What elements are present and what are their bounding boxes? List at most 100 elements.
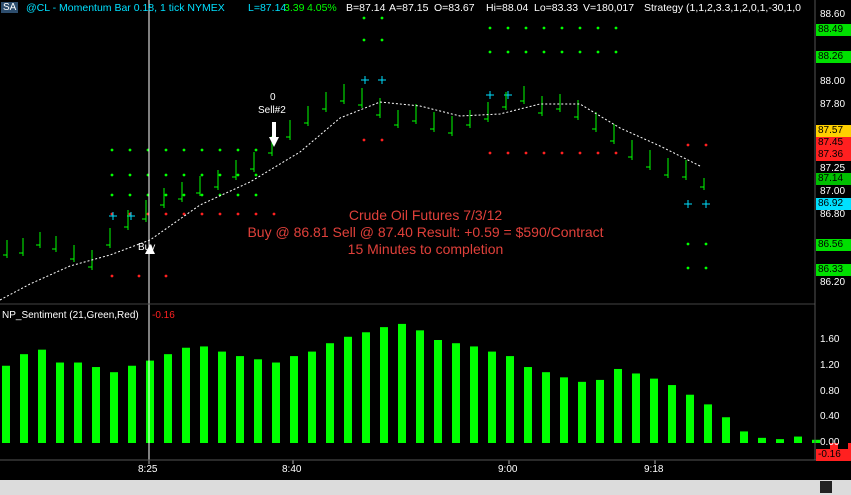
sentiment-bar: [542, 372, 550, 443]
sentiment-bar: [74, 362, 82, 443]
signal-dot: [488, 151, 492, 155]
sentiment-bar: [56, 362, 64, 443]
sentiment-bar: [182, 347, 190, 443]
signal-dot: [560, 26, 564, 30]
sentiment-bar: [488, 351, 496, 443]
sentiment-bar: [614, 368, 622, 443]
signal-dot: [164, 274, 168, 278]
sentiment-bar: [344, 336, 352, 443]
indicator-tick: 0.80: [820, 386, 840, 397]
sell-arrow-shaft: [272, 122, 276, 137]
price-tick: 88.00: [820, 76, 846, 87]
signal-dot: [128, 173, 132, 177]
time-label: 9:00: [498, 464, 518, 475]
price-badge: 88.26: [816, 51, 851, 63]
price-badge: 86.92: [816, 198, 851, 210]
buy-arrow-icon: [145, 244, 155, 254]
sentiment-bar: [164, 354, 172, 443]
volume: V=180,017: [583, 2, 635, 14]
sentiment-bar: [380, 327, 388, 443]
sentiment-bar: [686, 394, 694, 443]
signal-dot: [200, 212, 204, 216]
price-badge: 87.14: [816, 173, 851, 185]
sentiment-bar: [758, 437, 766, 443]
sentiment-bar: [776, 439, 784, 443]
indicator-title[interactable]: NP_Sentiment (21,Green,Red): [2, 310, 139, 321]
sentiment-bar: [722, 417, 730, 443]
signal-dot: [110, 274, 114, 278]
signal-dot: [200, 148, 204, 152]
signal-dot: [254, 173, 258, 177]
signal-dot: [704, 242, 708, 246]
sell-arrow-icon: [269, 137, 279, 147]
signal-dot: [524, 26, 528, 30]
price-badge: 87.57: [816, 125, 851, 137]
indicator-tick: 1.20: [820, 360, 840, 371]
signal-dot: [380, 38, 384, 42]
sentiment-bars: [2, 323, 851, 454]
sentiment-bar: [830, 443, 838, 451]
sentiment-bar: [578, 381, 586, 443]
signal-dot: [236, 212, 240, 216]
sentiment-bar: [848, 443, 851, 454]
signal-dot: [128, 148, 132, 152]
sentiment-bar: [236, 356, 244, 443]
signal-dot: [488, 50, 492, 54]
scroll-button[interactable]: [820, 481, 832, 493]
price-tick: 86.20: [820, 277, 846, 288]
indicator-last-badge: -0.16: [816, 449, 851, 461]
sentiment-bar: [308, 351, 316, 443]
signal-dot: [524, 50, 528, 54]
price-bars: [3, 84, 705, 270]
signal-dot: [560, 151, 564, 155]
annotation-result: Buy @ 86.81 Sell @ 87.40 Result: +0.59 =…: [247, 224, 604, 240]
signal-dot: [704, 266, 708, 270]
signal-dot: [542, 50, 546, 54]
sentiment-bar: [38, 349, 46, 443]
sentiment-bar: [110, 372, 118, 443]
signal-dot: [380, 138, 384, 142]
signal-dot: [542, 151, 546, 155]
time-label: 8:40: [282, 464, 302, 475]
sentiment-bar: [326, 343, 334, 443]
signal-dot: [200, 193, 204, 197]
strategy-label[interactable]: Strategy (1,1,2,3.3,1,2,0,1,-30,1,0: [644, 2, 802, 14]
sentiment-bar: [560, 377, 568, 443]
signal-dot: [128, 193, 132, 197]
symbol-tag[interactable]: SA: [1, 2, 19, 13]
price-badge: 86.33: [816, 264, 851, 276]
indicator-tick: 0.00: [820, 437, 840, 448]
buy-label: Buy: [138, 242, 156, 253]
signal-dot: [524, 151, 528, 155]
sentiment-bar: [668, 385, 676, 443]
signal-dot: [236, 193, 240, 197]
sentiment-bar: [416, 330, 424, 443]
signal-dot: [362, 16, 366, 20]
sentiment-bar: [2, 365, 10, 443]
moving-average-line: [0, 101, 701, 301]
sentiment-bar: [290, 356, 298, 443]
signal-dot: [137, 274, 141, 278]
indicator-value: -0.16: [152, 310, 175, 321]
signal-dot: [578, 50, 582, 54]
signal-dot: [506, 50, 510, 54]
bottom-scrollbar[interactable]: [0, 480, 851, 495]
signal-dot: [686, 242, 690, 246]
signal-dot: [164, 193, 168, 197]
signal-dot: [254, 212, 258, 216]
signal-dot: [254, 148, 258, 152]
signal-dot: [488, 26, 492, 30]
high-price: Hi=88.04: [486, 2, 529, 14]
annotation-title: Crude Oil Futures 7/3/12: [348, 207, 503, 223]
sentiment-bar: [470, 346, 478, 443]
price-badge: 86.56: [816, 239, 851, 251]
sell-count: 0: [270, 92, 276, 103]
signal-dot: [182, 173, 186, 177]
signal-dot: [560, 50, 564, 54]
sentiment-bar: [596, 379, 604, 443]
sentiment-bar: [650, 378, 658, 443]
sentiment-bar: [452, 343, 460, 443]
signal-dots: [109, 16, 710, 278]
signal-dot: [110, 148, 114, 152]
